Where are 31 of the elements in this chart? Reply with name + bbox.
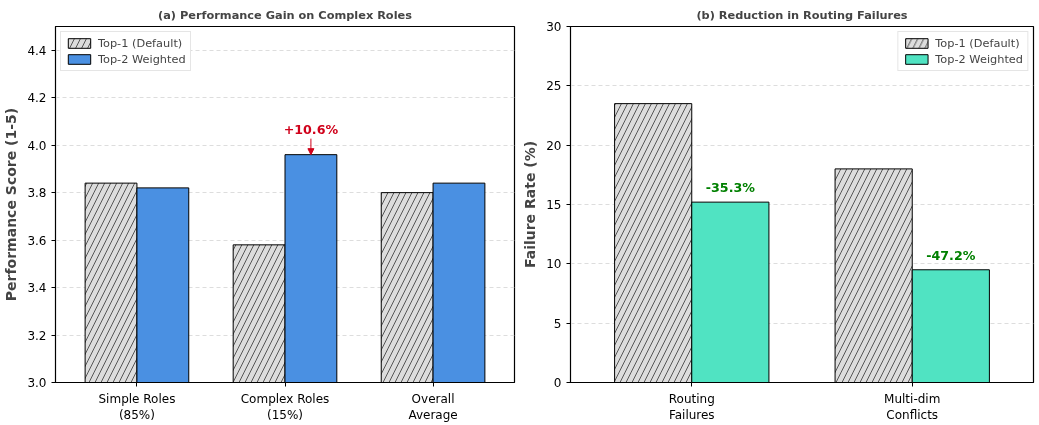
- legend-label: Top-1 (Default): [98, 36, 183, 50]
- y-tick-label: 5: [553, 316, 562, 331]
- y-tick-label: 15: [546, 198, 562, 212]
- y-tick-label: 3.8: [27, 186, 47, 201]
- annotation: +10.6%: [283, 121, 339, 137]
- x-tick-label: Multi-dim Conflicts: [884, 391, 941, 423]
- y-tick-label: 30: [546, 20, 562, 34]
- y-tick-label: 25: [546, 79, 562, 94]
- annotation: -47.2%: [926, 247, 976, 263]
- y-tick-label: 0: [553, 376, 562, 390]
- legend-label: Top-2 Weighted: [935, 52, 1023, 66]
- y-tick-label: 4.4: [27, 43, 47, 58]
- x-tick-label: Simple Roles (85%): [98, 391, 176, 423]
- chart-title: (b) Reduction in Routing Failures: [696, 7, 908, 22]
- annotation: -35.3%: [705, 180, 756, 196]
- y-axis-title: Performance Score (1-5): [3, 107, 20, 302]
- y-tick-label: 20: [546, 138, 562, 153]
- x-tick-label: Routing Failures: [668, 391, 715, 423]
- y-tick-label: 10: [546, 257, 562, 272]
- x-tick-label: Complex Roles (15%): [240, 391, 330, 423]
- y-tick-label: 3.6: [27, 233, 47, 248]
- x-tick-label: Overall Average: [408, 391, 458, 423]
- legend-label: Top-1 (Default): [935, 36, 1020, 50]
- chart-title: (a) Performance Gain on Complex Roles: [158, 7, 413, 22]
- y-tick-label: 3.2: [27, 328, 47, 343]
- y-tick-label: 4.0: [27, 138, 47, 153]
- y-tick-label: 3.0: [27, 376, 47, 390]
- y-axis-title: Failure Rate (%): [522, 140, 539, 269]
- y-tick-label: 4.2: [27, 91, 47, 106]
- y-tick-label: 3.4: [27, 281, 47, 296]
- legend-label: Top-2 Weighted: [98, 52, 186, 66]
